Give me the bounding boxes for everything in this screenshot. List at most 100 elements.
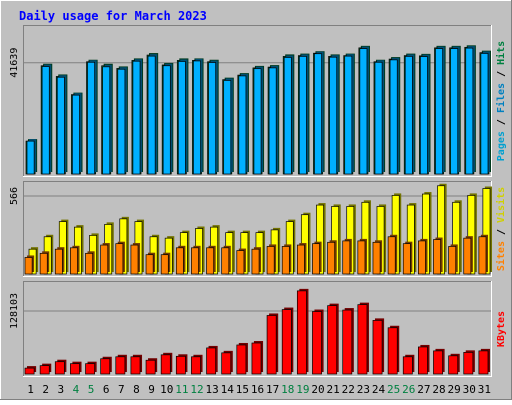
files-bar <box>374 61 383 175</box>
files-bar <box>465 47 474 175</box>
kbytes-bar <box>206 347 217 375</box>
files-bar <box>359 48 368 175</box>
x-tick-label: 4 <box>73 383 80 396</box>
sites-bar <box>357 240 366 275</box>
files-bar <box>420 56 428 175</box>
kbytes-bar <box>24 367 35 375</box>
kbytes-bar <box>160 354 171 375</box>
kbytes-bar <box>372 320 383 375</box>
visits-bar <box>482 188 491 275</box>
files-bar <box>41 66 50 175</box>
x-tick-label: 26 <box>402 383 415 396</box>
x-tick-label: 6 <box>103 383 110 396</box>
files-bar <box>480 53 489 175</box>
sites-bar <box>85 252 93 275</box>
x-tick-label: 15 <box>236 383 249 396</box>
sites-bar <box>145 254 154 275</box>
visits-bar <box>467 195 476 275</box>
visits-bar <box>391 195 400 275</box>
files-bar <box>132 60 141 175</box>
sites-bar <box>251 248 260 275</box>
x-tick-label: 10 <box>160 383 173 396</box>
hits-panel-bars <box>25 45 491 175</box>
x-tick-label: 23 <box>357 383 370 396</box>
files-bar <box>404 56 413 175</box>
sites-bar <box>312 243 320 275</box>
x-tick-label: 9 <box>148 383 155 396</box>
files-bar <box>329 56 338 175</box>
sites-bar <box>402 243 411 275</box>
sites-bar <box>478 236 487 275</box>
files-bar <box>87 61 95 175</box>
visits-panel-bars <box>24 183 492 275</box>
kbytes-bar <box>448 355 459 375</box>
sites-bar <box>448 246 457 275</box>
sites-bar <box>160 254 169 275</box>
x-tick-label: 24 <box>372 383 386 396</box>
x-tick-label: 20 <box>311 383 324 396</box>
kbytes-bar <box>357 304 368 375</box>
x-axis-labels: 1 2 3 4 5 6 7 8 9 10 11 12 13 14 15 16 17 18 19 20 21 22 23 24 2… <box>27 383 491 396</box>
sites-bar <box>191 247 199 275</box>
x-tick-label: 27 <box>417 383 430 396</box>
kbytes-bar <box>342 309 353 375</box>
kbytes-bar <box>463 352 474 375</box>
visits-bar <box>452 201 461 275</box>
visits-bar <box>376 206 385 275</box>
x-tick-label: 25 <box>387 383 400 396</box>
kbytes-bar <box>418 346 428 375</box>
files-bar <box>389 59 398 175</box>
x-tick-label: 19 <box>296 383 309 396</box>
kbytes-bar <box>175 355 186 375</box>
x-tick-label: 17 <box>266 383 279 396</box>
files-bar <box>117 68 126 175</box>
sites-bar <box>70 247 78 275</box>
kbytes-bar <box>70 363 80 375</box>
visits-panel-y-axis-label-part: Visits <box>495 187 507 223</box>
kbytes-bar <box>39 365 50 375</box>
x-tick-label: 28 <box>432 383 445 396</box>
sites-bar <box>175 247 184 275</box>
visits-panel-y-axis-label-part: Sites <box>495 241 507 271</box>
files-bar <box>208 62 217 175</box>
visits-panel: 566 Sites / Visits <box>9 181 507 277</box>
hits-panel-y-tick-label: 41639 <box>9 48 20 78</box>
chart-title: Daily usage for March 2023 <box>19 9 207 23</box>
hits-panel-y-axis-label-part: Hits <box>495 41 507 65</box>
hits-panel: 41639 Pages / Files / Hits <box>9 25 507 177</box>
files-bar <box>193 60 201 175</box>
files-bar <box>223 80 232 175</box>
x-tick-label: 1 <box>27 383 34 396</box>
kbytes-panel-y-axis-label-part: KBytes <box>496 311 507 347</box>
kbytes-bar <box>145 359 156 375</box>
visits-bar <box>316 204 324 275</box>
sites-bar <box>463 237 472 275</box>
x-tick-label: 16 <box>251 383 264 396</box>
kbytes-bar <box>478 350 489 375</box>
visits-bar <box>422 193 430 275</box>
sites-bar <box>281 246 290 275</box>
files-bar <box>102 66 111 175</box>
hits-panel-y-axis-label-part: / <box>496 65 507 83</box>
sites-bar <box>372 241 381 275</box>
files-bar <box>268 67 277 175</box>
visits-panel-y-axis-label: Sites / Visits <box>495 187 507 271</box>
sites-bar <box>236 250 245 275</box>
files-bar <box>238 75 247 175</box>
kbytes-bar <box>281 309 292 375</box>
files-bar <box>298 56 307 175</box>
files-bar <box>314 53 322 175</box>
sites-bar <box>221 247 230 275</box>
x-tick-label: 30 <box>463 383 476 396</box>
x-tick-label: 12 <box>190 383 203 396</box>
x-tick-label: 18 <box>281 383 294 396</box>
files-bar <box>344 55 353 175</box>
files-bar <box>450 48 459 175</box>
x-tick-label: 8 <box>133 383 140 396</box>
kbytes-bar <box>433 350 443 375</box>
kbytes-bar <box>236 344 247 375</box>
files-bar <box>253 68 262 175</box>
kbytes-bar <box>191 356 201 375</box>
